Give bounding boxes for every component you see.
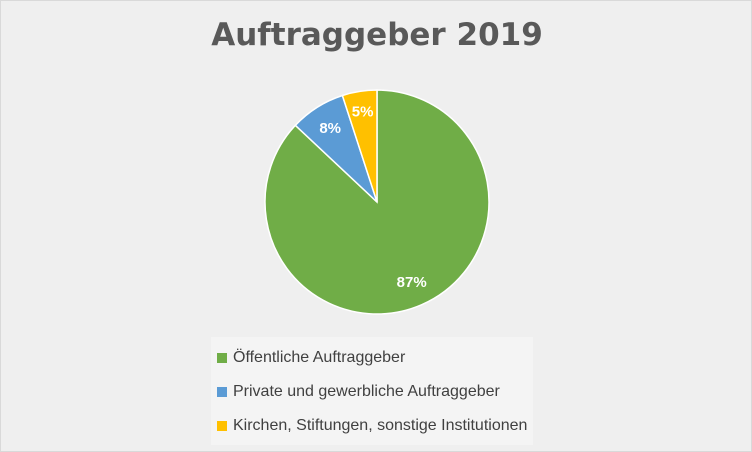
- legend-label-oeffentliche: Öffentliche Auftraggeber: [233, 349, 406, 366]
- chart-title: Auftraggeber 2019: [211, 17, 543, 53]
- data-label-oeffentliche: 87%: [397, 274, 427, 291]
- legend-item-oeffentliche: Öffentliche Auftraggeber: [217, 341, 527, 375]
- legend: Öffentliche Auftraggeber Private und gew…: [211, 337, 534, 445]
- legend-swatch-kirchen: [217, 421, 227, 431]
- legend-item-private: Private und gewerbliche Auftraggeber: [217, 375, 527, 409]
- legend-item-kirchen: Kirchen, Stiftungen, sonstige Institutio…: [217, 409, 527, 443]
- data-label-kirchen: 5%: [352, 103, 374, 120]
- slice-kirchen: [341, 89, 378, 203]
- legend-swatch-oeffentliche: [217, 353, 227, 363]
- legend-label-private: Private und gewerbliche Auftraggeber: [233, 383, 500, 400]
- legend-swatch-private: [217, 387, 227, 397]
- data-label-private: 8%: [319, 120, 341, 137]
- legend-label-kirchen: Kirchen, Stiftungen, sonstige Institutio…: [233, 417, 528, 434]
